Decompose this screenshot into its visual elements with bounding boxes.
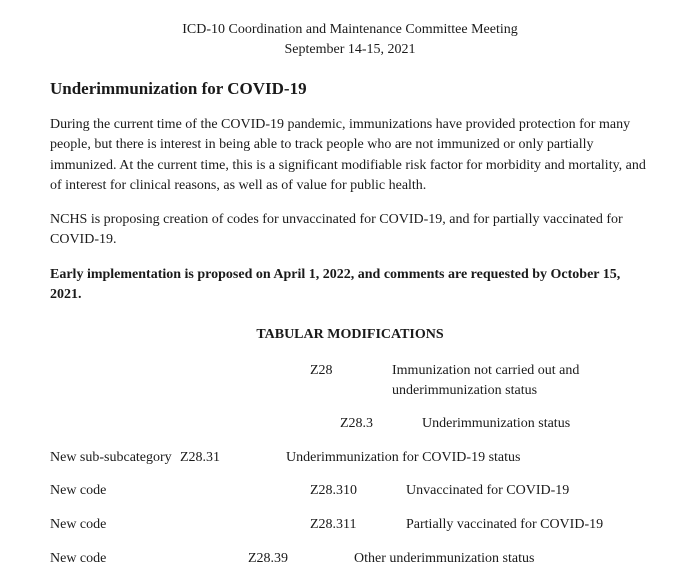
row-code: Z28.39 <box>248 549 330 569</box>
row-code: Z28.310 <box>310 481 392 501</box>
row-description: Underimmunization for COVID-19 status <box>286 448 650 468</box>
row-left-label: New sub-subcategory <box>50 448 180 468</box>
code-row: Z28Immunization not carried out and unde… <box>50 361 650 400</box>
paragraph-3: Early implementation is proposed on Apri… <box>50 265 650 306</box>
row-description: Partially vaccinated for COVID-19 <box>406 515 650 535</box>
row-code: Z28 <box>310 361 392 400</box>
code-row: New code Z28.39 Other underimmunization st… <box>50 549 650 569</box>
row-code: Z28.31 <box>180 448 262 468</box>
header-line-1: ICD-10 Coordination and Maintenance Comm… <box>50 20 650 40</box>
code-row: Z28.3Underimmunization status <box>50 414 650 434</box>
row-left-label <box>50 414 180 434</box>
row-description: Underimmunization status <box>422 414 650 434</box>
row-left-label <box>50 361 180 400</box>
row-code: Z28.3 <box>340 414 422 434</box>
code-row: New sub-subcategoryZ28.31 Underimmunizati… <box>50 448 650 468</box>
code-row: New code Z28.310 Unvaccinated for COVID-19 <box>50 481 650 501</box>
row-left-label: New code <box>50 481 180 501</box>
row-description: Other underimmunization status <box>354 549 650 569</box>
paragraph-2: NCHS is proposing creation of codes for … <box>50 210 650 251</box>
paragraph-1: During the current time of the COVID-19 … <box>50 115 650 196</box>
code-row: New code Z28.311 Partially vaccinated for … <box>50 515 650 535</box>
header-line-2: September 14-15, 2021 <box>50 40 650 60</box>
row-left-label: New code <box>50 515 180 535</box>
document-header: ICD-10 Coordination and Maintenance Comm… <box>50 20 650 59</box>
document-title: Underimmunization for COVID-19 <box>50 77 650 101</box>
row-code: Z28.311 <box>310 515 392 535</box>
row-description: Immunization not carried out and underim… <box>392 361 650 400</box>
row-description: Unvaccinated for COVID-19 <box>406 481 650 501</box>
code-table: Z28Immunization not carried out and unde… <box>50 361 650 568</box>
document-page: ICD-10 Coordination and Maintenance Comm… <box>0 0 700 571</box>
row-left-label: New code <box>50 549 180 569</box>
section-heading: TABULAR MODIFICATIONS <box>50 325 650 345</box>
